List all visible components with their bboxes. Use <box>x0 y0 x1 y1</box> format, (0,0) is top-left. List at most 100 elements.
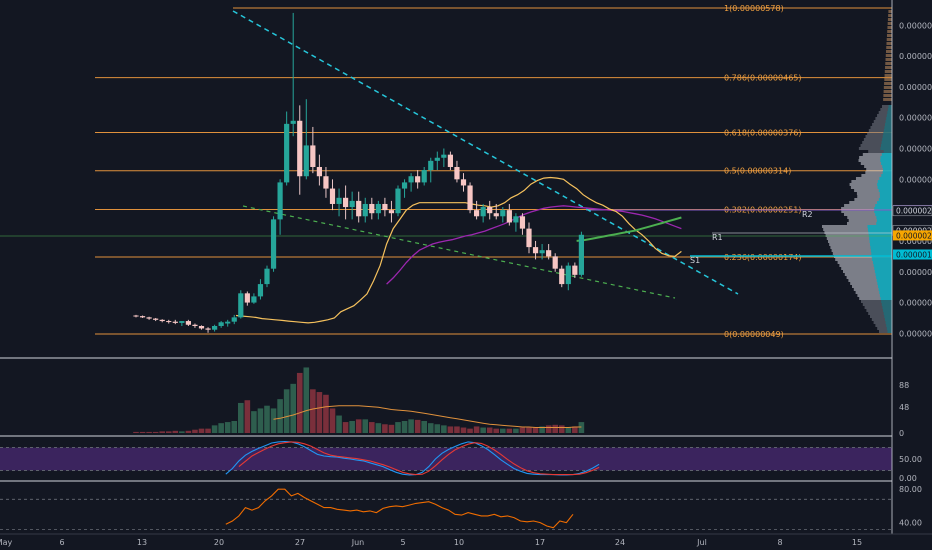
volume-profile-bar <box>862 141 892 144</box>
pivot-label: R2 <box>802 210 813 219</box>
volume-bar <box>572 426 578 433</box>
candle-body <box>179 321 185 323</box>
volume-profile-bar <box>881 174 892 177</box>
volume-profile-bar <box>887 330 892 333</box>
volume-bar <box>323 394 329 433</box>
volume-profile-bar <box>883 86 892 89</box>
volume-profile-bar <box>877 114 892 117</box>
volume-profile-bar <box>879 330 892 333</box>
fib-level-label: 1(0.00000578) <box>724 4 784 13</box>
candle-body <box>225 321 231 324</box>
candle-body <box>146 317 152 319</box>
volume-profile-bar <box>876 222 892 225</box>
time-axis-label: 20 <box>214 538 224 547</box>
candle-body <box>441 154 447 158</box>
volume-bar <box>172 430 179 433</box>
fib-level-label: 0.5(0.00000314) <box>724 167 791 176</box>
volume-bar <box>310 389 316 433</box>
time-axis-label: 15 <box>852 538 862 547</box>
stoch-axis-label: 0.00 <box>899 474 917 483</box>
volume-profile-bar <box>873 264 892 267</box>
volume-bar <box>552 424 558 433</box>
stoch-d-line <box>238 441 600 476</box>
volume-profile-bar <box>861 174 892 177</box>
volume-profile-bar <box>828 240 892 243</box>
time-axis-label: 27 <box>295 538 305 547</box>
volume-bar <box>493 428 500 433</box>
volume-bar <box>139 431 146 433</box>
volume-bar <box>454 426 460 433</box>
volume-profile-bar <box>868 129 892 132</box>
volume-bar <box>277 399 283 433</box>
volume-profile-bar <box>886 117 892 120</box>
stoch-rsi-pane: 50.00 0.00 <box>0 440 922 483</box>
volume-profile-bar <box>879 294 892 297</box>
volume-profile-bar <box>881 162 892 165</box>
volume-axis-label: 48 <box>899 403 909 412</box>
volume-profile-bar <box>864 165 892 168</box>
volume-bar <box>133 431 139 433</box>
volume-profile-bar <box>882 165 892 168</box>
candle-body <box>388 210 395 214</box>
volume-bar <box>414 419 421 433</box>
volume-profile-bar <box>837 261 892 264</box>
candle-body <box>205 328 211 330</box>
volume-profile-bar <box>871 318 892 321</box>
volume-profile-bar <box>887 18 892 21</box>
candle-body <box>454 166 460 180</box>
volume-profile-bar <box>830 246 892 249</box>
volume-profile-bar <box>865 171 892 174</box>
price-axis-label: 0.00000100 <box>899 299 932 308</box>
volume-profile-bar <box>870 246 892 249</box>
candles <box>133 12 584 333</box>
volume-profile-bar <box>843 270 892 273</box>
candle-body <box>513 216 519 223</box>
volume-profile-bar <box>882 171 892 174</box>
candle-body <box>395 188 401 214</box>
rsi-axis-label: 80.00 <box>899 485 922 494</box>
price-axis-label: 0.00000500 <box>899 52 932 61</box>
volume-bar <box>179 431 185 433</box>
volume-profile-bar <box>880 108 892 111</box>
volume-profile-bar <box>870 126 892 129</box>
volume-profile-bar <box>853 288 892 291</box>
volume-profile-bar <box>871 252 892 255</box>
volume-bar <box>251 411 257 433</box>
volume-bar <box>408 419 414 433</box>
time-axis-label: Jun <box>351 538 365 547</box>
volume-profile-bar <box>862 153 892 156</box>
candle-body <box>460 179 467 186</box>
price-tag-label: 0.00000178 <box>896 251 932 260</box>
volume-profile-bar <box>888 105 892 108</box>
volume-profile-bar <box>887 30 892 33</box>
candle-body <box>552 256 558 269</box>
volume-profile-bar <box>868 312 892 315</box>
stoch-lines <box>225 440 600 476</box>
volume-bar <box>447 426 454 433</box>
volume-profile-bar <box>888 10 892 13</box>
volume-profile-bar <box>886 327 892 330</box>
volume-profile-bar <box>874 267 892 270</box>
volume-profile-bar <box>879 192 892 195</box>
candle-body <box>244 293 250 303</box>
candle-body <box>428 160 434 171</box>
volume-bar <box>362 419 369 433</box>
volume-profile-bar <box>826 237 892 240</box>
price-axis-label: 0.00000050 <box>899 329 932 338</box>
volume-profile-bar <box>839 264 892 267</box>
candle-body <box>251 296 257 303</box>
volume-pane: 88 48 0 <box>133 367 909 438</box>
price-axis-label: 0.00000300 <box>899 175 932 184</box>
price-axis-label: 0.00000150 <box>899 268 932 277</box>
rsi-pane: 80.00 40.00 <box>0 485 922 530</box>
volume-bar <box>441 425 447 433</box>
candle-body <box>408 176 414 183</box>
volume-bar <box>303 367 310 433</box>
volume-profile-bar <box>875 213 892 216</box>
volume-profile-bar <box>880 144 892 147</box>
candle-body <box>218 322 224 326</box>
volume-profile-bar <box>884 74 892 77</box>
volume-bar <box>146 431 152 433</box>
candle-body <box>506 210 512 223</box>
volume-profile-bar <box>867 228 892 231</box>
